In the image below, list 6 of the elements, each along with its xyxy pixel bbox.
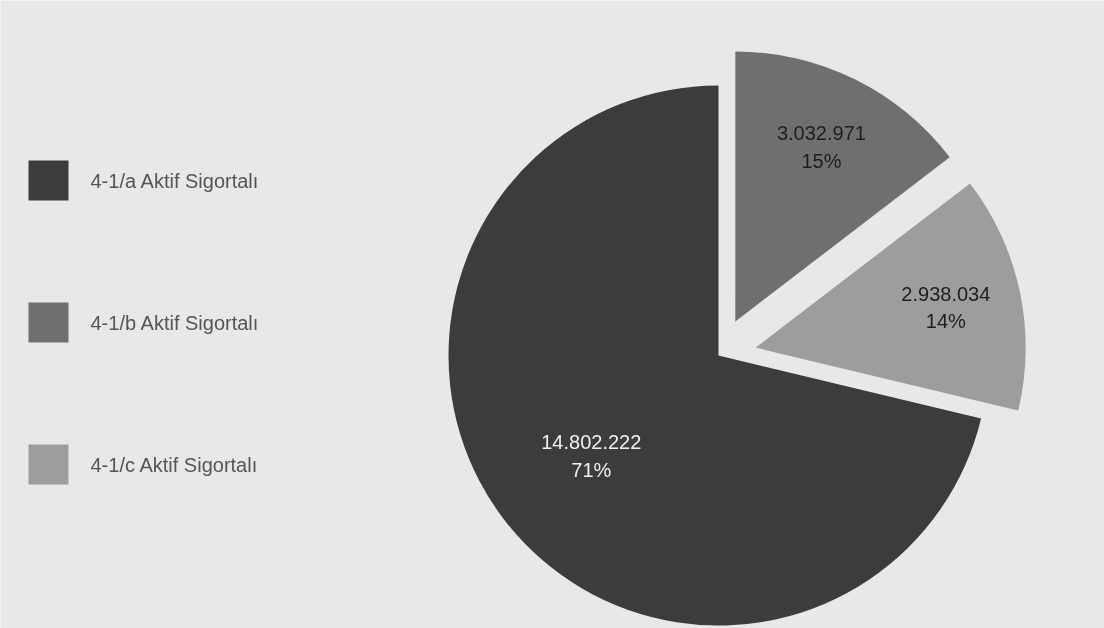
- legend-label: 4-1/b Aktif Sigortalı: [90, 311, 259, 334]
- data-label: 14.802.222 71%: [541, 431, 642, 481]
- legend-label: 4-1/a Aktif Sigortalı: [90, 169, 259, 192]
- data-label: 3.032.971 15%: [776, 122, 866, 172]
- data-label: 2.938.034 14%: [901, 282, 991, 333]
- legend-label: 4-1/c Aktif Sigortalı: [90, 453, 258, 476]
